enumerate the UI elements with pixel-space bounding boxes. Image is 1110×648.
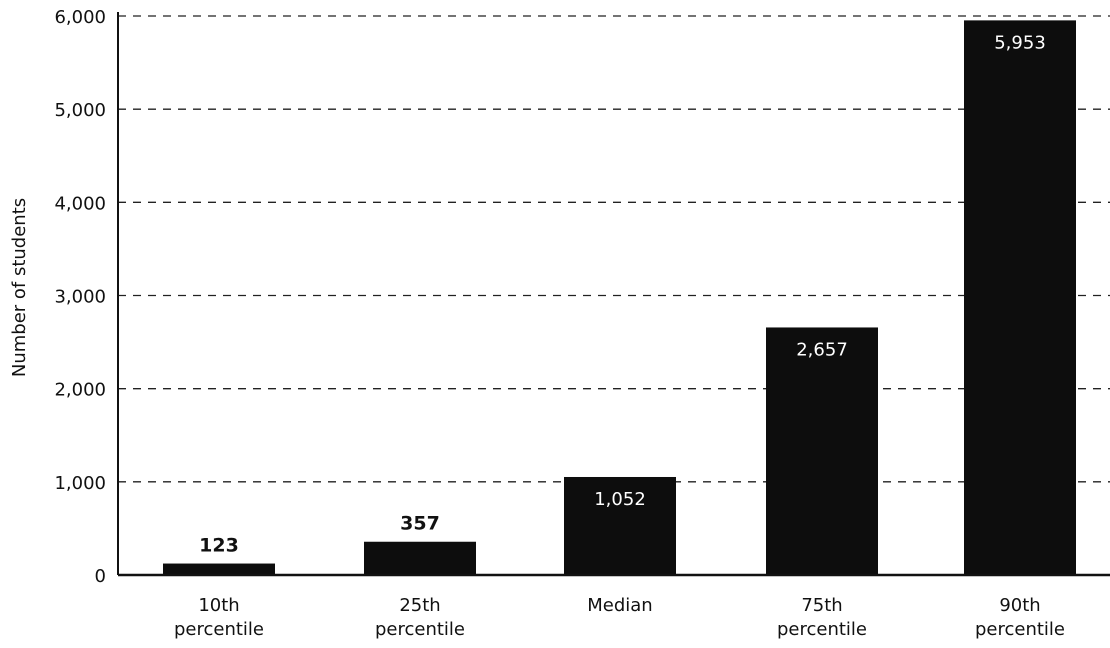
x-category-labels: 10th percentile 25th percentile Median 75th pe… xyxy=(174,595,1065,640)
x-category-label: percentile xyxy=(174,619,264,640)
axes xyxy=(117,12,1110,577)
x-category-label: percentile xyxy=(375,619,465,640)
y-tick-label: 2,000 xyxy=(54,380,106,401)
bar xyxy=(364,541,476,575)
y-tick-label: 6,000 xyxy=(54,7,106,28)
data-label: 2,657 xyxy=(796,339,848,360)
data-labels: 123 357 1,052 2,657 5,953 xyxy=(199,32,1046,556)
y-tick-label: 1,000 xyxy=(54,473,106,494)
data-label: 357 xyxy=(400,513,440,535)
bar xyxy=(766,327,878,575)
data-label: 5,953 xyxy=(994,32,1046,53)
data-label: 123 xyxy=(199,535,239,557)
bar xyxy=(564,476,676,575)
bars xyxy=(163,20,1076,575)
x-category-label: Median xyxy=(587,595,652,616)
gridlines xyxy=(118,15,1110,483)
y-axis-title: Number of students xyxy=(9,198,30,377)
y-tick-labels: 0 1,000 2,000 3,000 4,000 5,000 6,000 xyxy=(54,7,106,587)
x-category-label: percentile xyxy=(777,619,867,640)
x-category-label: 75th xyxy=(801,595,842,616)
y-tick-label: 5,000 xyxy=(54,100,106,121)
x-category-label: 25th xyxy=(399,595,440,616)
x-category-label: percentile xyxy=(975,619,1065,640)
bar xyxy=(964,20,1076,575)
data-label: 1,052 xyxy=(594,489,646,510)
y-tick-label: 0 xyxy=(95,566,106,587)
y-tick-label: 4,000 xyxy=(54,193,106,214)
x-category-label: 10th xyxy=(198,595,239,616)
x-category-label: 90th xyxy=(999,595,1040,616)
bar xyxy=(163,563,275,575)
y-tick-label: 3,000 xyxy=(54,287,106,308)
